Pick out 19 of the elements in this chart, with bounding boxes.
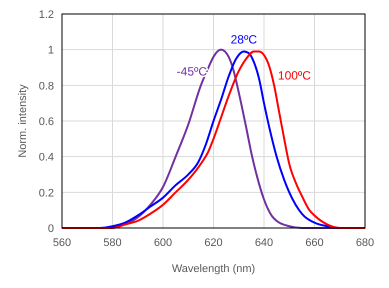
x-tick-label: 620 bbox=[204, 237, 223, 249]
x-tick-label: 660 bbox=[305, 237, 324, 249]
y-axis-title: Norm. intensity bbox=[17, 84, 29, 158]
series-label: 28ºC bbox=[230, 32, 258, 46]
y-tick-label: 0 bbox=[48, 223, 54, 235]
x-tick-label: 680 bbox=[356, 237, 374, 249]
y-tick-label: 0.4 bbox=[38, 152, 54, 164]
y-tick-label: 0.2 bbox=[38, 187, 54, 200]
series-label: 100ºC bbox=[278, 68, 312, 82]
y-tick-label: 1.2 bbox=[38, 9, 54, 21]
y-tick-label: 0.8 bbox=[38, 80, 54, 92]
x-tick-label: 600 bbox=[154, 237, 172, 249]
x-axis-title: Wavelength (nm) bbox=[172, 263, 256, 275]
y-tick-label: 1 bbox=[48, 44, 54, 57]
y-tick-label: 0.6 bbox=[38, 116, 54, 128]
x-tick-label: 640 bbox=[254, 237, 274, 249]
x-tick-label: 560 bbox=[52, 237, 72, 249]
x-tick-label: 580 bbox=[103, 237, 122, 249]
series-label: -45ºC bbox=[176, 64, 208, 79]
